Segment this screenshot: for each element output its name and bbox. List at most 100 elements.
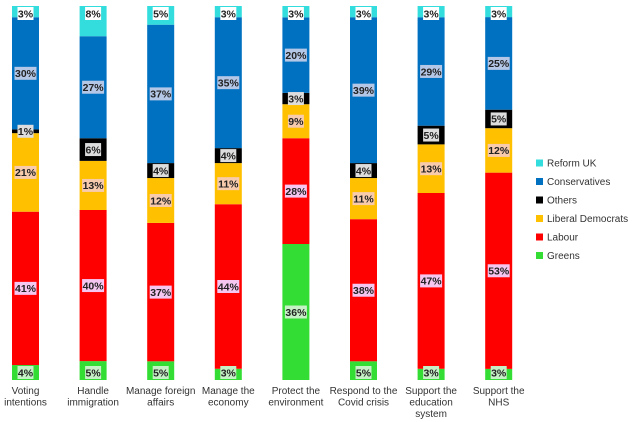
data-label-bg <box>152 366 169 379</box>
data-label-bg <box>152 7 169 20</box>
data-label-greens-1: 4% <box>18 367 34 379</box>
data-label-reform-uk-7: 3% <box>424 8 440 20</box>
data-label-reform-uk-4: 3% <box>221 8 237 20</box>
category-label-6: Respond to the Covid crisis <box>330 386 398 409</box>
data-label-greens-8: 3% <box>491 367 507 379</box>
data-label-others-7: 5% <box>424 130 440 142</box>
data-label-conservatives-3: 37% <box>150 89 172 101</box>
category-label-3: Manage foreign affairs <box>126 386 196 409</box>
data-label-bg <box>487 143 510 157</box>
data-label-bg <box>352 192 375 206</box>
data-label-bg <box>287 7 304 20</box>
legend-label-greens: Greens <box>547 251 580 262</box>
legend-label-conservatives: Conservatives <box>547 177 610 188</box>
data-label-labour-7: 47% <box>421 276 443 288</box>
data-label-bg <box>423 366 440 379</box>
data-label-liberal-democrats-3: 12% <box>150 195 172 207</box>
data-label-bg <box>149 193 172 207</box>
category-label-1: Voting intentions <box>4 386 47 409</box>
data-label-bg <box>287 114 304 128</box>
data-label-greens-2: 5% <box>86 367 102 379</box>
legend-swatch-reform-uk <box>536 159 543 167</box>
data-label-liberal-democrats-6: 11% <box>353 193 374 205</box>
data-label-bg <box>82 279 105 293</box>
legend-swatch-others <box>536 196 543 204</box>
legend-swatch-labour <box>536 233 543 241</box>
data-label-liberal-democrats-2: 13% <box>83 180 105 192</box>
category-label-8: Support the NHS <box>473 386 525 409</box>
data-label-bg <box>420 162 443 176</box>
data-label-bg <box>487 264 510 278</box>
data-label-bg <box>85 7 102 20</box>
data-labels-group: 4% 41% 21% 1% 30% 3% 5% 40% 13% 6% 27% 8% 5% 37% 12% 4%… <box>14 7 510 379</box>
data-label-labour-2: 40% <box>83 280 105 292</box>
data-label-bg <box>14 165 37 179</box>
legend-swatch-greens <box>536 252 543 259</box>
data-label-bg <box>220 366 237 379</box>
data-label-reform-uk-3: 5% <box>153 8 169 20</box>
data-label-bg <box>284 48 307 62</box>
category-labels-group: Voting intentions Handle immigration Manage … <box>4 386 525 420</box>
data-label-reform-uk-1: 3% <box>18 8 34 20</box>
data-label-reform-uk-2: 8% <box>86 8 102 20</box>
data-label-bg <box>82 178 105 192</box>
data-label-bg <box>14 281 37 295</box>
data-label-others-4: 4% <box>221 150 237 162</box>
data-label-bg <box>490 112 507 126</box>
data-label-liberal-democrats-1: 21% <box>15 167 37 179</box>
legend-swatch-conservatives <box>536 178 543 185</box>
data-label-others-1: 1% <box>18 126 34 138</box>
data-label-conservatives-7: 29% <box>421 66 443 78</box>
bars-group <box>12 6 513 380</box>
data-label-bg <box>85 366 102 379</box>
data-label-others-6: 4% <box>356 165 372 177</box>
data-label-bg <box>217 280 240 293</box>
data-label-bg <box>423 128 440 142</box>
data-label-others-8: 5% <box>491 114 507 126</box>
data-label-bg <box>420 64 443 78</box>
category-label-7: Support the education system <box>405 386 457 420</box>
data-label-liberal-democrats-4: 11% <box>218 178 239 190</box>
category-label-4: Manage the economy <box>202 386 255 409</box>
data-label-others-2: 6% <box>86 144 102 156</box>
data-label-bg <box>490 7 507 20</box>
data-label-bg <box>355 164 372 178</box>
data-label-others-3: 4% <box>153 165 169 177</box>
legend-label-reform-uk: Reform UK <box>547 159 597 170</box>
data-label-bg <box>284 184 307 198</box>
data-label-conservatives-5: 20% <box>285 50 307 62</box>
data-label-bg <box>352 83 375 97</box>
data-label-liberal-democrats-5: 9% <box>288 116 304 128</box>
data-label-reform-uk-8: 3% <box>491 8 507 20</box>
data-label-labour-3: 37% <box>150 287 172 299</box>
data-label-bg <box>355 7 372 20</box>
legend-label-others: Others <box>547 196 577 207</box>
data-label-conservatives-4: 35% <box>218 77 240 89</box>
data-label-bg <box>149 285 172 299</box>
data-label-bg <box>17 366 34 379</box>
data-label-greens-5: 36% <box>285 307 307 319</box>
data-label-conservatives-6: 39% <box>353 85 375 97</box>
data-label-greens-6: 5% <box>356 367 372 379</box>
data-label-bg <box>490 366 507 379</box>
data-label-liberal-democrats-7: 13% <box>421 163 443 175</box>
data-label-bg <box>220 149 237 163</box>
data-label-labour-4: 44% <box>218 281 240 293</box>
data-label-labour-6: 38% <box>353 285 375 297</box>
data-label-bg <box>220 7 237 20</box>
data-label-bg <box>85 143 102 157</box>
data-label-bg <box>217 76 240 90</box>
data-label-bg <box>355 366 372 379</box>
data-label-others-5: 3% <box>288 93 304 105</box>
data-label-bg <box>82 80 105 94</box>
data-label-bg <box>487 56 510 70</box>
data-label-bg <box>420 274 443 288</box>
data-label-bg <box>14 66 37 80</box>
category-label-2: Handle immigration <box>67 386 119 409</box>
data-label-conservatives-2: 27% <box>83 82 105 94</box>
data-label-bg <box>149 87 172 101</box>
data-label-greens-3: 5% <box>153 367 169 379</box>
data-label-bg <box>284 305 307 319</box>
data-label-greens-7: 3% <box>424 367 440 379</box>
